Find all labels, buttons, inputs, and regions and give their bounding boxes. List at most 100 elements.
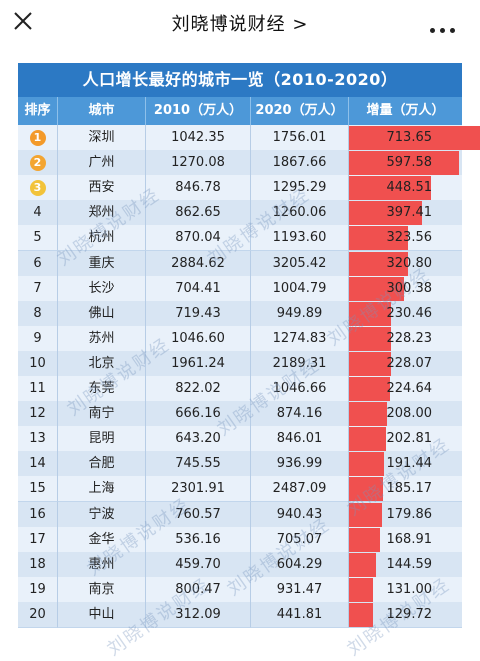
increase-cell: 320.80: [349, 251, 462, 277]
rank-cell: 2: [18, 150, 58, 177]
city-cell: 深圳: [58, 125, 146, 151]
increase-cell: 179.86: [349, 502, 462, 528]
table-row: 2 广州 1270.08 1867.66 597.58: [18, 150, 462, 177]
population-2020-cell: 1004.79: [251, 275, 349, 302]
population-2010-cell: 862.65: [146, 200, 251, 227]
increase-cell: 129.72: [349, 602, 462, 628]
increase-bar: [349, 602, 373, 627]
increase-value: 179.86: [386, 506, 433, 522]
population-2010-cell: 704.41: [146, 275, 251, 302]
increase-cell: 323.56: [349, 225, 462, 252]
city-cell: 苏州: [58, 325, 146, 352]
increase-value: 397.41: [386, 205, 433, 221]
population-2020-cell: 846.01: [251, 426, 349, 453]
increase-value: 168.91: [386, 531, 433, 547]
population-2010-cell: 643.20: [146, 426, 251, 453]
account-title-link[interactable]: 刘晓博说财经 >: [171, 14, 309, 35]
population-2010-cell: 2884.62: [146, 250, 251, 277]
increase-bar: [349, 427, 386, 452]
population-2020-cell: 441.81: [251, 601, 349, 628]
city-cell: 佛山: [58, 300, 146, 327]
increase-cell: 131.00: [349, 577, 462, 603]
table-row: 18 惠州 459.70 604.29 144.59: [18, 551, 462, 578]
increase-bar: [349, 201, 422, 226]
table-row: 1 深圳 1042.35 1756.01 713.65: [18, 125, 480, 151]
rank-cell: 17: [18, 526, 58, 553]
table-row: 19 南京 800.47 931.47 131.00: [18, 576, 462, 603]
table-row: 15 上海 2301.91 2487.09 185.17: [18, 476, 462, 503]
city-cell: 南宁: [58, 401, 146, 428]
more-icon[interactable]: [430, 18, 460, 33]
increase-cell: 448.51: [349, 175, 462, 202]
increase-bar: [349, 226, 408, 251]
table-row: 9 苏州 1046.60 1274.83 228.23: [18, 325, 462, 352]
rank-cell: 15: [18, 476, 58, 503]
close-icon[interactable]: [10, 8, 36, 34]
increase-value: 713.65: [386, 130, 433, 145]
city-cell: 宁波: [58, 501, 146, 528]
increase-cell: 224.64: [349, 376, 462, 402]
population-2010-cell: 800.47: [146, 576, 251, 603]
population-2020-cell: 1867.66: [251, 150, 349, 177]
increase-bar: [349, 477, 383, 502]
rank-badge: 1: [29, 130, 46, 146]
rank-cell: 18: [18, 551, 58, 578]
population-2020-cell: 1193.60: [251, 225, 349, 252]
table-row: 16 宁波 760.57 940.43 179.86: [18, 501, 462, 528]
population-2020-cell: 940.43: [251, 501, 349, 528]
population-2020-cell: 2189.31: [251, 350, 349, 377]
increase-value: 230.46: [386, 305, 433, 321]
city-cell: 合肥: [58, 451, 146, 478]
rank-cell: 14: [18, 451, 58, 478]
increase-value: 144.59: [386, 556, 433, 572]
city-cell: 金华: [58, 526, 146, 553]
city-cell: 郑州: [58, 200, 146, 227]
increase-value: 320.80: [386, 255, 433, 271]
table-title: 人口增长最好的城市一览（2010-2020）: [18, 63, 462, 97]
table-row: 13 昆明 643.20 846.01 202.81: [18, 426, 462, 453]
increase-bar: [349, 251, 408, 276]
table-row: 12 南宁 666.16 874.16 208.00: [18, 401, 462, 428]
table-row: 4 郑州 862.65 1260.06 397.41: [18, 200, 462, 227]
rank-cell: 12: [18, 401, 58, 428]
increase-value: 191.44: [386, 456, 433, 472]
city-cell: 广州: [58, 150, 146, 177]
increase-cell: 228.07: [349, 351, 462, 377]
city-cell: 长沙: [58, 275, 146, 302]
city-cell: 昆明: [58, 426, 146, 453]
increase-value: 323.56: [386, 230, 433, 246]
increase-bar: [349, 402, 387, 427]
rank-cell: 11: [18, 376, 58, 402]
table-row: 20 中山 312.09 441.81 129.72: [18, 601, 462, 628]
table-row: 7 长沙 704.41 1004.79 300.38: [18, 275, 462, 302]
rank-cell: 5: [18, 225, 58, 252]
table-row: 10 北京 1961.24 2189.31 228.07: [18, 350, 462, 377]
increase-cell: 191.44: [349, 451, 462, 478]
increase-value: 228.07: [386, 355, 433, 371]
increase-cell: 144.59: [349, 552, 462, 578]
increase-cell: 230.46: [349, 301, 462, 327]
table-row: 8 佛山 719.43 949.89 230.46: [18, 300, 462, 327]
population-2010-cell: 459.70: [146, 551, 251, 578]
table-row: 17 金华 536.16 705.07 168.91: [18, 526, 462, 553]
population-2010-cell: 2301.91: [146, 476, 251, 503]
city-cell: 西安: [58, 175, 146, 202]
population-2020-cell: 1756.01: [251, 125, 349, 151]
increase-value: 300.38: [386, 280, 433, 296]
increase-bar: [349, 151, 459, 176]
increase-bar: [349, 552, 376, 577]
table-header-row: 排序 城市 2010（万人） 2020（万人） 增量（万人）: [18, 97, 462, 125]
increase-bar: [349, 527, 380, 552]
column-header-rank: 排序: [18, 97, 58, 125]
table-row: 14 合肥 745.55 936.99 191.44: [18, 451, 462, 478]
rank-cell: 10: [18, 350, 58, 377]
city-cell: 南京: [58, 576, 146, 603]
rank-cell: 1: [18, 125, 58, 151]
column-header-2020: 2020（万人）: [251, 97, 349, 125]
population-2020-cell: 604.29: [251, 551, 349, 578]
population-2010-cell: 1270.08: [146, 150, 251, 177]
increase-cell: 168.91: [349, 527, 462, 553]
population-2010-cell: 1042.35: [146, 125, 251, 151]
increase-value: 228.23: [386, 330, 433, 346]
population-2010-cell: 745.55: [146, 451, 251, 478]
